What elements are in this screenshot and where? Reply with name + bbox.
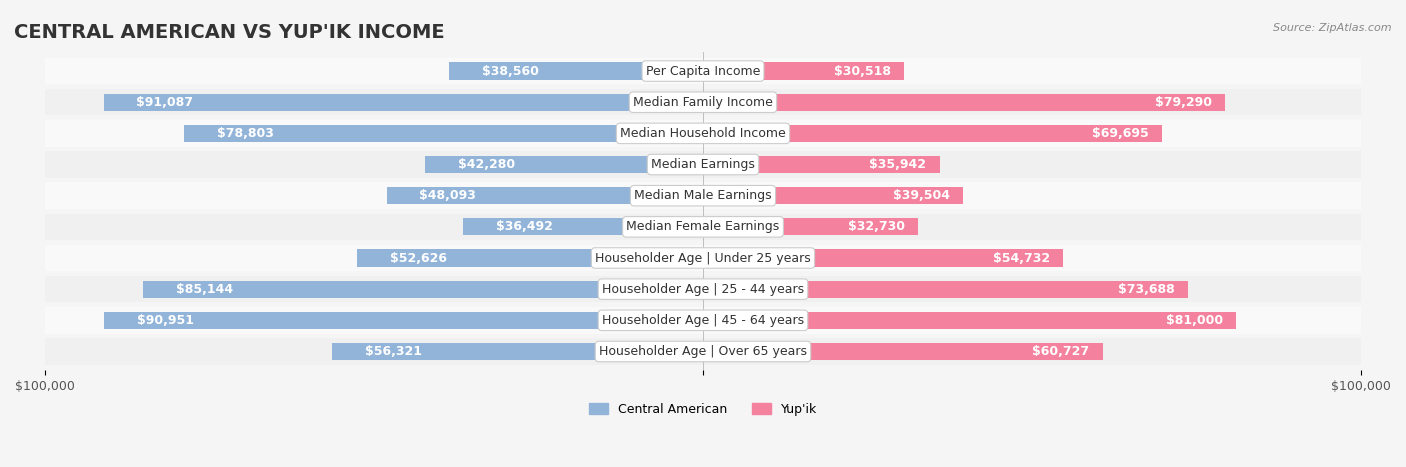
Bar (703, 249, 1063, 267)
Bar (703, 312, 1236, 329)
Text: $42,280: $42,280 (458, 158, 515, 171)
Bar (703, 218, 918, 235)
Bar (703, 187, 963, 204)
Text: Median Family Income: Median Family Income (633, 96, 773, 109)
Text: $79,290: $79,290 (1154, 96, 1212, 109)
Bar (142, 281, 703, 298)
Text: Householder Age | Over 65 years: Householder Age | Over 65 years (599, 345, 807, 358)
Text: Median Female Earnings: Median Female Earnings (627, 220, 779, 234)
Text: $56,321: $56,321 (366, 345, 422, 358)
Bar (463, 218, 703, 235)
Text: Householder Age | Under 25 years: Householder Age | Under 25 years (595, 252, 811, 264)
Text: Per Capita Income: Per Capita Income (645, 64, 761, 78)
Text: Householder Age | 45 - 64 years: Householder Age | 45 - 64 years (602, 314, 804, 327)
Text: $36,492: $36,492 (496, 220, 553, 234)
Text: $38,560: $38,560 (482, 64, 538, 78)
Bar (387, 187, 703, 204)
Text: $39,504: $39,504 (893, 189, 950, 202)
Text: $78,803: $78,803 (218, 127, 274, 140)
Bar (703, 63, 904, 79)
Text: $52,626: $52,626 (389, 252, 447, 264)
Bar (45, 120, 1361, 147)
Text: Source: ZipAtlas.com: Source: ZipAtlas.com (1274, 23, 1392, 33)
Text: Median Household Income: Median Household Income (620, 127, 786, 140)
Bar (357, 249, 703, 267)
Bar (703, 281, 1188, 298)
Text: $48,093: $48,093 (419, 189, 477, 202)
Text: CENTRAL AMERICAN VS YUP'IK INCOME: CENTRAL AMERICAN VS YUP'IK INCOME (14, 23, 444, 42)
Bar (703, 125, 1161, 142)
Bar (703, 156, 939, 173)
Text: $35,942: $35,942 (869, 158, 927, 171)
Text: Median Male Earnings: Median Male Earnings (634, 189, 772, 202)
Bar (703, 94, 1225, 111)
Bar (45, 213, 1361, 240)
Bar (332, 343, 703, 360)
Legend: Central American, Yup'ik: Central American, Yup'ik (583, 398, 823, 421)
Text: $81,000: $81,000 (1166, 314, 1223, 327)
Text: Median Earnings: Median Earnings (651, 158, 755, 171)
Bar (184, 125, 703, 142)
Text: $60,727: $60,727 (1032, 345, 1090, 358)
Text: $91,087: $91,087 (136, 96, 194, 109)
Text: $32,730: $32,730 (848, 220, 905, 234)
Text: $69,695: $69,695 (1091, 127, 1149, 140)
Text: $30,518: $30,518 (834, 64, 890, 78)
Bar (45, 245, 1361, 271)
Bar (45, 338, 1361, 365)
Bar (45, 276, 1361, 303)
Text: $85,144: $85,144 (176, 283, 233, 296)
Bar (425, 156, 703, 173)
Bar (104, 312, 703, 329)
Bar (703, 343, 1102, 360)
Bar (450, 63, 703, 79)
Bar (104, 94, 703, 111)
Bar (45, 151, 1361, 178)
Text: $90,951: $90,951 (138, 314, 194, 327)
Bar (45, 89, 1361, 115)
Text: $54,732: $54,732 (993, 252, 1050, 264)
Bar (45, 58, 1361, 85)
Text: $73,688: $73,688 (1118, 283, 1175, 296)
Bar (45, 183, 1361, 209)
Bar (45, 307, 1361, 333)
Text: Householder Age | 25 - 44 years: Householder Age | 25 - 44 years (602, 283, 804, 296)
